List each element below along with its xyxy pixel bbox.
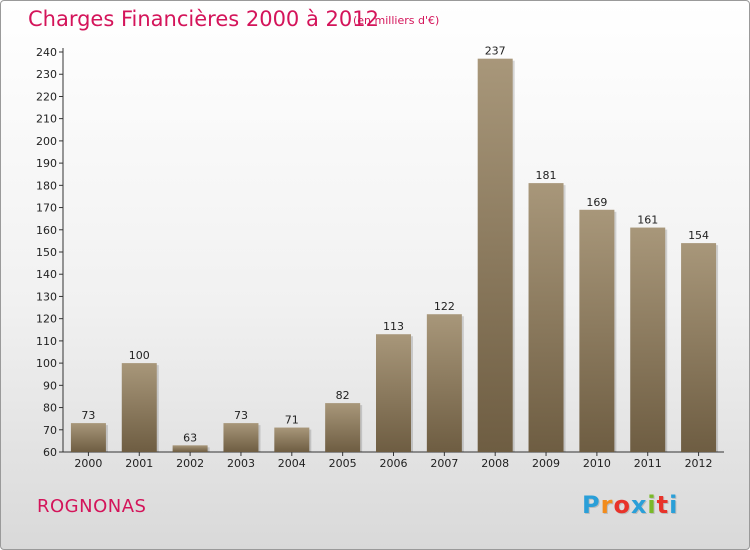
logo-letter: r: [600, 491, 614, 519]
x-tick-label: 2005: [329, 457, 357, 470]
y-tick-label: 150: [36, 246, 57, 259]
y-tick-label: 140: [36, 268, 57, 281]
proxiti-logo[interactable]: Proxiti: [582, 491, 678, 519]
data-label: 113: [383, 320, 404, 333]
logo-letter: o: [613, 491, 631, 519]
data-label: 161: [637, 214, 658, 227]
data-label: 154: [688, 229, 709, 242]
bar-2006: [376, 334, 411, 452]
data-label: 100: [129, 349, 150, 362]
logo-letter: i: [647, 491, 657, 519]
bar-2000: [70, 423, 106, 452]
y-tick-label: 90: [43, 379, 57, 392]
y-tick-label: 130: [36, 290, 57, 303]
chart-subtitle: (en milliers d'€): [353, 14, 440, 27]
data-label: 73: [81, 409, 95, 422]
x-tick-label: 2004: [278, 457, 306, 470]
data-label: 73: [234, 409, 248, 422]
x-tick-label: 2003: [227, 457, 255, 470]
bar-2010: [579, 209, 615, 452]
data-label: 71: [285, 414, 299, 427]
y-tick-label: 80: [43, 402, 57, 415]
y-tick-label: 120: [36, 313, 57, 326]
y-tick-label: 170: [36, 202, 57, 215]
logo-letter: t: [656, 491, 670, 519]
y-tick-label: 220: [36, 90, 57, 103]
y-tick-label: 210: [36, 113, 57, 126]
data-label: 122: [434, 300, 455, 313]
data-label: 181: [536, 169, 557, 182]
bar-2011: [630, 227, 666, 452]
x-tick-label: 2012: [685, 457, 713, 470]
bar-2012: [681, 243, 717, 452]
chart-title: Charges Financières 2000 à 2012: [28, 7, 379, 31]
data-label: 237: [485, 45, 506, 58]
logo-letter: i: [669, 491, 679, 519]
bar-2001: [121, 363, 157, 452]
x-tick-label: 2009: [532, 457, 560, 470]
bar-2009: [528, 183, 564, 452]
y-tick-label: 100: [36, 357, 57, 370]
x-tick-label: 2002: [176, 457, 204, 470]
bar-2003: [223, 423, 259, 452]
place-name: ROGNONAS: [37, 496, 147, 517]
bar-2005: [325, 403, 361, 452]
logo-letter: x: [630, 491, 648, 519]
y-tick-label: 110: [36, 335, 57, 348]
bar-2007: [426, 314, 462, 452]
bar-2008: [477, 58, 513, 453]
bar-2004: [274, 427, 310, 452]
y-tick-label: 70: [43, 424, 57, 437]
x-tick-label: 2010: [583, 457, 611, 470]
x-tick-label: 2007: [430, 457, 458, 470]
data-label: 63: [183, 431, 197, 444]
x-tick-label: 2006: [380, 457, 408, 470]
y-tick-label: 190: [36, 157, 57, 170]
bar-2002: [172, 445, 208, 452]
y-tick-label: 160: [36, 224, 57, 237]
y-tick-label: 200: [36, 135, 57, 148]
x-tick-label: 2001: [125, 457, 153, 470]
y-tick-label: 240: [36, 46, 57, 59]
x-tick-label: 2008: [481, 457, 509, 470]
logo-letter: P: [582, 491, 601, 519]
data-label: 82: [336, 389, 350, 402]
y-tick-label: 230: [36, 68, 57, 81]
x-tick-label: 2011: [634, 457, 662, 470]
data-label: 169: [586, 196, 607, 209]
y-tick-label: 60: [43, 446, 57, 459]
x-tick-label: 2000: [74, 457, 102, 470]
y-tick-label: 180: [36, 179, 57, 192]
